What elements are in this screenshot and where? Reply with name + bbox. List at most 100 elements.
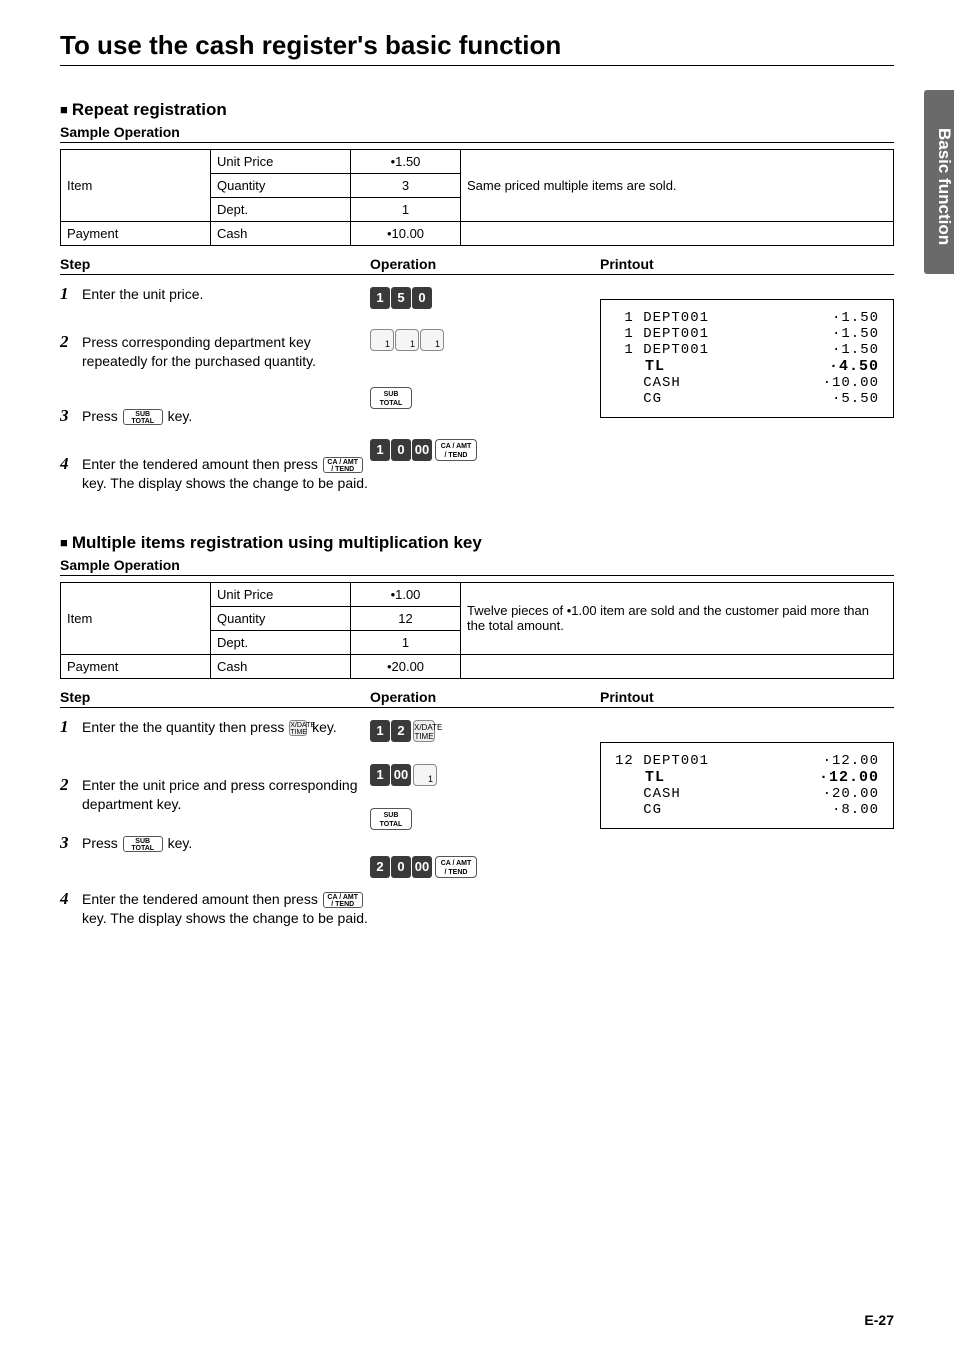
step-num: 3: [60, 834, 82, 853]
step-num: 3: [60, 407, 82, 426]
col-print: Printout: [600, 689, 894, 705]
cash-val: •20.00: [351, 654, 461, 678]
pr: ·12.00: [823, 753, 879, 769]
pr: ·10.00: [823, 375, 879, 391]
s3b: key.: [164, 408, 193, 424]
step-text: Press SUBTOTAL key.: [82, 407, 370, 426]
op4: 1000 CA / AMT/ TEND: [370, 437, 600, 489]
num-key-2: 2: [370, 856, 390, 878]
dept-val: 1: [351, 198, 461, 222]
step-text: Enter the the quantity then press X/DATE…: [82, 718, 370, 737]
pl: CASH: [615, 786, 681, 802]
cash-label: Cash: [211, 222, 351, 246]
empty-cell: [461, 654, 894, 678]
pl: 1 DEPT001: [615, 342, 709, 358]
s3b: key.: [164, 835, 193, 851]
s4a: Enter the tendered amount then press: [82, 456, 322, 472]
step-text: Enter the unit price.: [82, 285, 370, 304]
column-headers-2: Step Operation Printout: [60, 689, 894, 708]
step-num: 4: [60, 455, 82, 474]
pl: CG: [615, 391, 662, 407]
page-number: E-27: [864, 1312, 894, 1328]
step-text: Press SUBTOTAL key.: [82, 834, 370, 853]
caamt-key-inline: CA / AMT/ TEND: [323, 457, 363, 473]
step-text: Enter the tendered amount then press CA …: [82, 890, 370, 928]
subtotal-key: SUBTOTAL: [370, 808, 412, 830]
payment-label: Payment: [61, 654, 211, 678]
num-key-1: 1: [370, 439, 390, 461]
printout-col: 1 DEPT001·1.50 1 DEPT001·1.50 1 DEPT001·…: [600, 285, 894, 509]
col-step: Step: [60, 689, 370, 705]
subtotal-key-inline: SUBTOTAL: [123, 409, 163, 425]
operation-col: 12X/DATETIME 1001 SUBTOTAL 2000 CA / AMT…: [370, 718, 600, 944]
step-num: 2: [60, 333, 82, 352]
pl: 1 DEPT001: [615, 310, 709, 326]
pr: ·12.00: [819, 769, 879, 786]
empty-cell: [461, 222, 894, 246]
pr: ·4.50: [829, 358, 879, 375]
s1a: Enter the the quantity then press: [82, 719, 288, 735]
page-body: To use the cash register's basic functio…: [0, 0, 954, 974]
num-key-0: 0: [391, 439, 411, 461]
x-key: X/DATETIME: [413, 720, 435, 742]
num-key-0: 0: [412, 287, 432, 309]
unitprice-label: Unit Price: [211, 150, 351, 174]
num-key-00: 00: [412, 856, 432, 878]
pl: 12 DEPT001: [615, 753, 709, 769]
num-key-00: 00: [391, 764, 411, 786]
x-key-inline: X/DATETIME: [289, 720, 307, 736]
sample-table-1: Item Unit Price •1.50 Same priced multip…: [60, 149, 894, 246]
dept-label: Dept.: [211, 198, 351, 222]
s4a: Enter the tendered amount then press: [82, 891, 322, 907]
steps-col: 1 Enter the the quantity then press X/DA…: [60, 718, 370, 944]
op1: 12X/DATETIME: [370, 718, 600, 762]
op3: SUBTOTAL: [370, 385, 600, 437]
step-text: Enter the tendered amount then press CA …: [82, 455, 370, 493]
qty-label: Quantity: [211, 174, 351, 198]
pr: ·5.50: [832, 391, 879, 407]
printout-box-1: 1 DEPT001·1.50 1 DEPT001·1.50 1 DEPT001·…: [600, 299, 894, 418]
steps-wrap-2: 1 Enter the the quantity then press X/DA…: [60, 718, 894, 944]
pr: ·8.00: [832, 802, 879, 818]
num-key-1: 1: [370, 287, 390, 309]
note-cell: Same priced multiple items are sold.: [461, 150, 894, 222]
step-num: 4: [60, 890, 82, 909]
caamt-key: CA / AMT/ TEND: [435, 439, 477, 461]
unitprice-val: •1.50: [351, 150, 461, 174]
caamt-key: CA / AMT/ TEND: [435, 856, 477, 878]
col-op: Operation: [370, 256, 600, 272]
step-text: Press corresponding department key repea…: [82, 333, 370, 371]
op2: 1001: [370, 762, 600, 806]
unitprice-val: •1.00: [351, 582, 461, 606]
dept-label: Dept.: [211, 630, 351, 654]
subtotal-key: SUBTOTAL: [370, 387, 412, 409]
payment-label: Payment: [61, 222, 211, 246]
qty-val: 12: [351, 606, 461, 630]
section1-heading: Repeat registration: [60, 100, 894, 120]
note-cell: Twelve pieces of •1.00 item are sold and…: [461, 582, 894, 654]
num-key-0: 0: [391, 856, 411, 878]
col-step: Step: [60, 256, 370, 272]
steps-wrap-1: 1 Enter the unit price. 2 Press correspo…: [60, 285, 894, 509]
dept-key: 1: [395, 329, 419, 351]
section2-heading: Multiple items registration using multip…: [60, 533, 894, 553]
pl: CG: [615, 802, 662, 818]
side-tab: Basic function: [924, 90, 954, 274]
col-op: Operation: [370, 689, 600, 705]
op1: 150: [370, 285, 600, 321]
section2: Multiple items registration using multip…: [60, 533, 894, 944]
pl: 1 DEPT001: [615, 326, 709, 342]
s4b: key. The display shows the change to be …: [82, 475, 368, 491]
num-key-1: 1: [370, 720, 390, 742]
step-num: 2: [60, 776, 82, 795]
pr: ·1.50: [832, 326, 879, 342]
steps-col: 1 Enter the unit price. 2 Press correspo…: [60, 285, 370, 509]
dept-key: 1: [370, 329, 394, 351]
s3a: Press: [82, 408, 122, 424]
subtotal-key-inline: SUBTOTAL: [123, 836, 163, 852]
s3a: Press: [82, 835, 122, 851]
caamt-key-inline: CA / AMT/ TEND: [323, 892, 363, 908]
s1b: key.: [308, 719, 337, 735]
page-title: To use the cash register's basic functio…: [60, 30, 894, 66]
qty-label: Quantity: [211, 606, 351, 630]
